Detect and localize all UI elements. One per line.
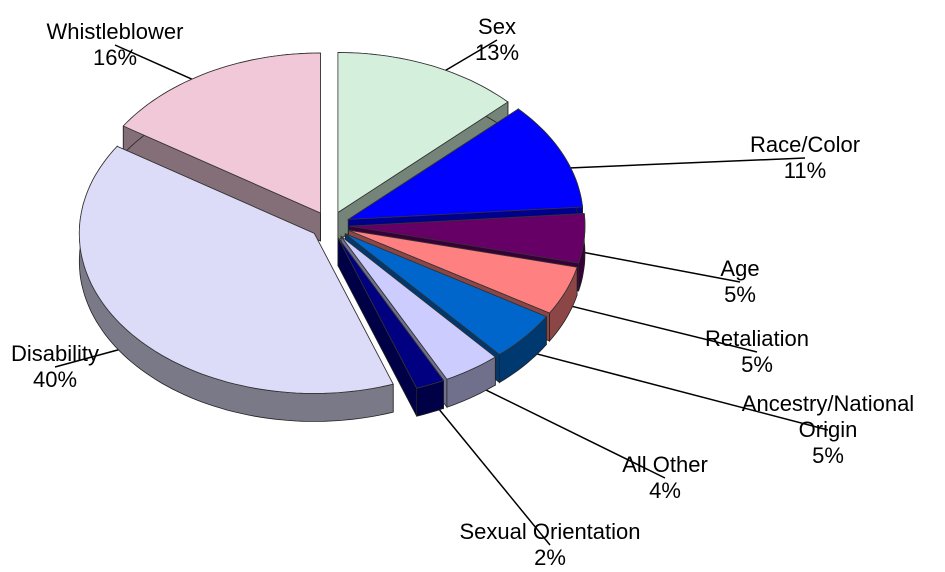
leader-line	[471, 382, 666, 479]
slice-label: Retaliation 5%	[705, 326, 809, 378]
value-label: 40%	[32, 367, 78, 392]
slice	[337, 236, 445, 417]
slice-label: Ancestry/National Origin 5%	[713, 391, 943, 469]
value-label: 13%	[474, 40, 520, 65]
category-name: Ancestry/National Origin	[741, 391, 915, 442]
leader-line	[524, 350, 829, 431]
category-name: Whistleblower	[46, 19, 184, 44]
value-label: 16%	[92, 45, 138, 70]
leader-line	[429, 398, 551, 546]
value-label: 11%	[783, 158, 827, 183]
value-label: 5%	[812, 443, 844, 468]
slice-label: Sexual Orientation 2%	[460, 519, 641, 571]
slice-top	[348, 229, 578, 314]
slice-label: Age 5%	[720, 256, 759, 308]
slice-top	[345, 233, 547, 355]
slice-top	[349, 213, 586, 264]
category-name: Race/Color	[749, 132, 861, 157]
slice-label: Disability 40%	[11, 341, 99, 393]
slice-top	[78, 145, 394, 394]
slice-label: Sex 13%	[475, 14, 519, 66]
slice-label: Whistleblower 16%	[47, 19, 184, 71]
leader-line	[565, 304, 758, 353]
slice-top	[340, 235, 497, 380]
slice-top	[346, 108, 584, 220]
category-name: Disability	[10, 341, 100, 366]
leader-line	[584, 251, 741, 283]
value-label: 5%	[724, 282, 756, 307]
slice-label: All Other 4%	[622, 452, 708, 504]
category-name: Retaliation	[705, 326, 809, 351]
value-label: 5%	[741, 352, 773, 377]
slice	[78, 145, 394, 422]
slice	[122, 52, 321, 242]
slice-label: Race/Color 11%	[750, 132, 860, 184]
category-name: All Other	[622, 452, 708, 477]
slice-top	[337, 52, 509, 214]
value-label: 2%	[534, 545, 566, 570]
slice-top	[122, 52, 321, 214]
value-label: 4%	[649, 478, 681, 503]
category-name: Sex	[478, 14, 516, 39]
category-name: Age	[720, 256, 760, 281]
category-name: Sexual Orientation	[459, 519, 641, 544]
slice-top	[337, 237, 445, 389]
leader-line	[54, 345, 131, 368]
leader-line	[562, 157, 806, 169]
